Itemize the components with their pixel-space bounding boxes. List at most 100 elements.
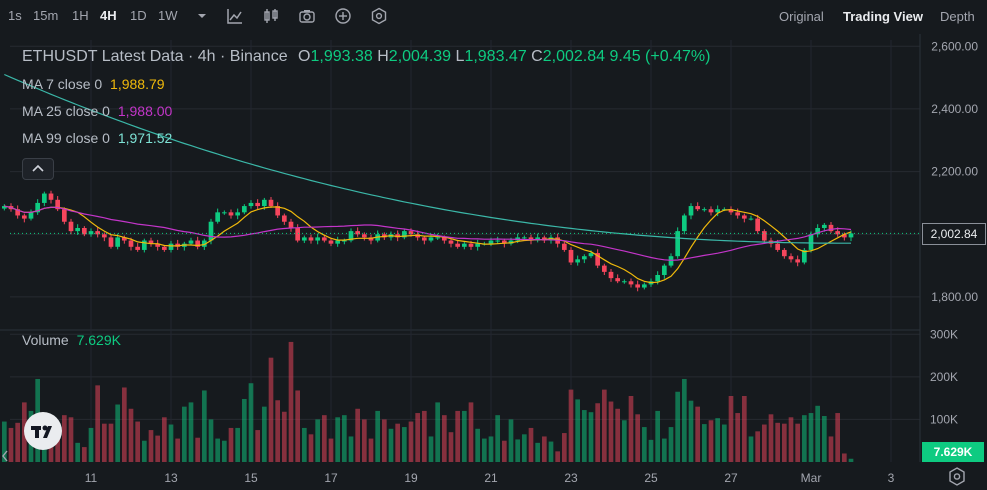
chart-settings-icon[interactable]: [946, 466, 968, 488]
candle-body: [95, 231, 100, 235]
candle-body: [602, 265, 607, 272]
candle-body: [208, 221, 214, 241]
timeframe-4h[interactable]: 4H: [100, 8, 117, 23]
volume-bar: [575, 399, 580, 462]
candle-body: [168, 243, 174, 250]
time-tick-label: 3: [888, 471, 895, 485]
candle-body: [708, 209, 714, 213]
candle-body: [362, 234, 367, 238]
volume-bar: [108, 423, 114, 462]
collapse-legend-button[interactable]: [22, 158, 54, 180]
volume-bar: [155, 435, 160, 462]
settings-icon[interactable]: [370, 7, 388, 25]
candle-body: [422, 237, 427, 241]
volume-bar: [8, 427, 14, 462]
candle-body: [522, 237, 527, 239]
timeframe-15m[interactable]: 15m: [33, 8, 59, 23]
volume-bar: [255, 430, 260, 462]
candle-body: [395, 234, 400, 238]
timeframe-1w[interactable]: 1W: [158, 8, 178, 23]
candle-body: [748, 218, 754, 220]
candle-body: [795, 259, 800, 263]
volume-bar: [368, 438, 374, 462]
volume-bar: [308, 434, 314, 462]
camera-icon[interactable]: [298, 7, 316, 25]
volume-bar: [608, 401, 614, 462]
volume-bar: [662, 438, 667, 462]
view-original[interactable]: Original: [779, 9, 824, 24]
time-tick-label: 15: [244, 471, 258, 485]
timeframe-1s[interactable]: 1s: [8, 8, 22, 23]
volume-bar: [422, 410, 427, 462]
candle-body: [328, 240, 334, 244]
candles-icon[interactable]: [262, 7, 280, 25]
volume-bar: [428, 436, 434, 462]
tradingview-logo[interactable]: [24, 412, 62, 450]
volume-tick-label: 100K: [930, 412, 958, 426]
volume-bar: [142, 440, 147, 462]
candle-body: [755, 218, 760, 232]
timeframe-1d[interactable]: 1D: [130, 8, 147, 23]
chevron-down-icon[interactable]: [193, 7, 211, 25]
timeframe-1h[interactable]: 1H: [72, 8, 89, 23]
volume-bar: [408, 421, 414, 462]
volume-bar: [355, 408, 360, 462]
time-tick-label: 11: [85, 471, 98, 485]
volume-bar: [715, 418, 720, 462]
candle-body: [835, 231, 840, 235]
candle-body: [842, 234, 847, 238]
volume-bar: [695, 406, 700, 462]
indicators-icon[interactable]: [226, 7, 244, 25]
volume-bar: [395, 423, 400, 462]
candle-body: [542, 237, 547, 241]
volume-bar: [168, 424, 174, 462]
candle-body: [402, 231, 407, 238]
volume-bar: [495, 415, 500, 462]
candle-body: [368, 237, 374, 241]
add-icon[interactable]: [334, 7, 352, 25]
volume-bar: [648, 439, 654, 462]
candle-body: [62, 209, 67, 222]
candle-body: [282, 215, 287, 222]
volume-bar: [508, 419, 514, 462]
candle-body: [322, 237, 327, 241]
candle-body: [35, 202, 40, 213]
last-volume-tag: 7.629K: [922, 442, 984, 462]
volume-bar: [148, 430, 154, 462]
candle-body: [435, 237, 440, 239]
volume-bars: [1, 341, 854, 462]
candle-body: [688, 206, 694, 216]
change-value: 9.45 (+0.47%): [609, 48, 711, 65]
volume-bar: [728, 396, 734, 462]
view-trading-view[interactable]: Trading View: [843, 9, 923, 24]
candle-body: [335, 240, 340, 244]
volume-bar: [588, 412, 594, 462]
candle-body: [142, 240, 147, 250]
candle-body: [782, 249, 787, 257]
volume-bar: [295, 390, 300, 462]
candle-body: [155, 243, 160, 247]
scroll-left-icon[interactable]: [0, 446, 10, 466]
price-tick-label: 1,800.00: [931, 290, 978, 304]
volume-bar: [775, 422, 780, 462]
low-label: L: [455, 48, 465, 65]
candle-body: [428, 237, 434, 241]
volume-legend: Volume 7.629K: [22, 332, 121, 348]
candle-body: [775, 243, 780, 250]
ma25-line: [4, 205, 852, 261]
volume-bar: [248, 383, 254, 462]
price-chart[interactable]: 1,800.002,000.002,200.002,400.002,600.00…: [0, 34, 987, 490]
candle-body: [275, 206, 280, 216]
volume-bar: [95, 385, 100, 462]
ma25-legend: MA 25 close 0 1,988.00: [22, 103, 172, 119]
candle-body: [808, 234, 814, 250]
candle-body: [455, 243, 460, 247]
volume-bar: [522, 434, 527, 462]
volume-bar: [188, 402, 194, 462]
candle-body: [582, 256, 587, 260]
volume-bar: [615, 408, 620, 462]
volume-value: 7.629K: [76, 332, 121, 348]
candle-body: [695, 206, 700, 210]
volume-bar: [682, 378, 687, 462]
view-depth[interactable]: Depth: [940, 9, 975, 24]
